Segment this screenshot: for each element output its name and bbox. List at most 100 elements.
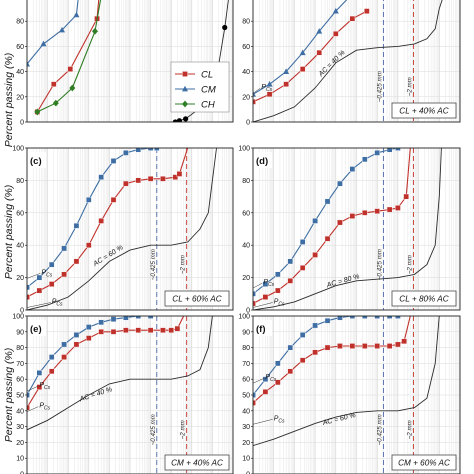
panel-label-box: CL + 40% AC [391, 102, 457, 119]
y-tick-label: 70 [16, 361, 24, 368]
data-point [349, 213, 356, 219]
data-point [337, 343, 343, 349]
y-tick-label: 60 [16, 210, 24, 217]
data-point [123, 327, 129, 334]
pcs-leader [27, 385, 39, 392]
series-line [253, 316, 440, 447]
pcs-leader [27, 273, 41, 279]
data-point [123, 316, 129, 321]
data-point [364, 8, 370, 14]
legend-entry-ch: CH [175, 100, 215, 111]
data-point [361, 156, 368, 163]
pcs-leader [27, 302, 51, 308]
data-point [386, 148, 393, 153]
panel-label-box: CL + 60% AC [164, 290, 230, 307]
series-cl [253, 316, 411, 406]
data-point [27, 284, 30, 291]
label-2mm: ~2 mm [180, 255, 187, 274]
series-cl [27, 316, 185, 411]
data-point [316, 49, 323, 56]
series-curve [27, 316, 213, 431]
y-tick-label: 80 [242, 178, 250, 185]
pcs-annotation: PCs [52, 299, 63, 308]
label-0425mm: ~0.425 mm [376, 71, 383, 102]
label-0425mm: ~0.425 mm [376, 249, 383, 280]
data-point [324, 317, 331, 324]
y-tick-label: 70 [242, 361, 250, 368]
data-point [36, 370, 43, 376]
data-point [349, 15, 356, 22]
data-point [27, 60, 30, 67]
series-line [253, 0, 443, 122]
data-point [275, 287, 281, 294]
y-tick-label: 0 [20, 472, 24, 474]
ylabel-bottom: Percent passing (%) [3, 348, 15, 443]
panel-label-box: CM + 60% AC [391, 454, 457, 471]
data-point [333, 31, 339, 37]
panel-letter-box: (c) [28, 152, 46, 168]
y-tick-label: 80 [16, 178, 24, 185]
legend-marker [182, 85, 188, 92]
data-point [61, 341, 67, 348]
pcs-leader [253, 419, 273, 425]
data-point [349, 316, 356, 319]
data-point [395, 148, 401, 151]
data-point [312, 218, 318, 224]
data-point [36, 287, 43, 294]
data-point [283, 81, 289, 87]
data-point [176, 171, 183, 177]
data-point [401, 338, 407, 345]
pcs-leader [253, 302, 273, 308]
data-point [332, 7, 339, 14]
series-cm [27, 316, 154, 398]
data-point [361, 316, 368, 319]
y-tick-label: 20 [242, 440, 250, 447]
data-point [48, 368, 55, 375]
data-point [61, 354, 67, 360]
data-point [69, 84, 76, 92]
data-point [374, 316, 381, 319]
y-tick-label: 0 [246, 120, 250, 127]
y-tick-label: 20 [16, 275, 24, 282]
series-ch [34, 0, 102, 116]
plot-frame [252, 0, 461, 123]
data-point [337, 316, 343, 321]
y-tick-label: 40 [16, 69, 24, 76]
series-line [27, 148, 217, 310]
plot-frame [252, 147, 461, 311]
data-point [374, 150, 381, 156]
data-point [266, 91, 273, 98]
panel-label-text: CL + 60% AC [172, 295, 221, 304]
data-point [395, 316, 401, 319]
series-cl [253, 8, 370, 105]
y-tick-label: 100 [12, 146, 24, 153]
data-point [48, 354, 55, 360]
series-cm [27, 148, 160, 291]
panel-letter-box: (f) [254, 320, 272, 336]
legend-entry-cm: CM [175, 85, 216, 96]
data-point [67, 66, 74, 72]
data-point [312, 349, 318, 356]
series-cm [27, 0, 80, 67]
data-point [275, 271, 281, 278]
data-point [123, 150, 129, 156]
y-tick-label: 100 [238, 314, 250, 321]
data-point [61, 271, 67, 278]
data-point [324, 198, 331, 205]
data-point [73, 11, 80, 18]
pcs-annotation: PCs [261, 84, 272, 93]
y-tick-label: 100 [238, 146, 250, 153]
data-point [312, 252, 318, 258]
panel-label-box: CM + 40% AC [164, 454, 230, 471]
data-point [85, 242, 92, 249]
data-point [316, 28, 323, 34]
panel-f: 0 10 20 30 40 50 60 70 80 90 100 ~0.425 mm ~2 mm PCs P… [238, 314, 461, 474]
data-point [98, 174, 104, 180]
y-tick-label: 20 [16, 440, 24, 447]
panel-a: 0 20 40 60 80 [16, 0, 234, 127]
panel-letter-box: (d) [254, 152, 272, 168]
data-point [349, 166, 356, 172]
data-point [253, 300, 256, 307]
plot-frame [26, 0, 234, 123]
